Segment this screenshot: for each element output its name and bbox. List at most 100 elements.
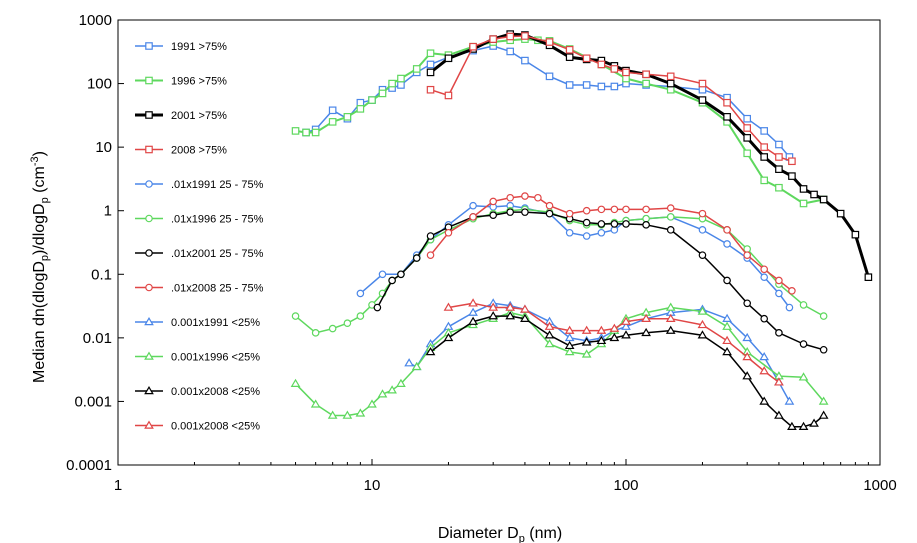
data-point: [291, 127, 300, 135]
data-point: [397, 270, 405, 279]
data-point: [642, 214, 650, 223]
data-point: [784, 396, 795, 405]
axis-ticks: 1 10 100 1000 0.0001 0.001 0.01 0.1 1 10 100 1000: [66, 12, 897, 494]
series-5: [356, 201, 794, 312]
data-point: [774, 377, 784, 386]
data-point: [760, 273, 768, 281]
data-point: [489, 197, 497, 206]
series-7: [373, 208, 828, 354]
data-point: [818, 410, 829, 419]
data-point: [342, 410, 353, 419]
data-point: [760, 143, 768, 151]
data-point: [609, 323, 620, 332]
data-point: [698, 79, 707, 88]
data-point: [759, 352, 770, 361]
data-point: [426, 60, 435, 69]
data-point: [520, 313, 530, 322]
data-point: [798, 372, 809, 381]
data-point: [723, 276, 731, 285]
data-point: [722, 346, 732, 356]
data-point: [373, 303, 382, 312]
series-9: [404, 298, 795, 405]
data-point: [642, 70, 650, 79]
data-point: [544, 321, 555, 330]
data-point: [697, 319, 708, 329]
data-point: [564, 332, 575, 342]
series-8: [426, 192, 796, 295]
y-tick-label: 1: [104, 203, 112, 220]
legend-swatch-marker: [145, 214, 153, 223]
data-point: [488, 302, 499, 311]
legend-label: .01x2008 25 - 75%: [171, 283, 264, 295]
data-point: [775, 165, 783, 173]
legend-swatch-marker: [145, 180, 153, 188]
data-point: [799, 301, 808, 309]
data-point: [388, 276, 396, 285]
series-6: [291, 205, 828, 337]
y-tick-label: 0.001: [74, 393, 112, 410]
legend-label: 0.001x1996 <25%: [171, 352, 260, 364]
legend-label: 2001 >75%: [171, 110, 227, 122]
data-point: [775, 183, 783, 192]
data-point: [328, 324, 337, 333]
data-point: [723, 98, 731, 107]
data-point: [367, 399, 377, 408]
legend-swatch-marker: [145, 249, 153, 257]
data-point: [666, 204, 675, 212]
y-tick-label: 0.01: [83, 330, 112, 347]
data-point: [521, 192, 529, 200]
data-point: [836, 209, 845, 218]
data-point: [564, 340, 575, 350]
data-point: [742, 352, 753, 361]
data-point: [788, 286, 796, 295]
data-point: [545, 201, 554, 210]
legend-swatch-marker: [144, 317, 154, 326]
legend-label: .01x2001 25 - 75%: [171, 248, 264, 260]
data-point: [444, 54, 453, 63]
x-tick-label: 100: [613, 477, 638, 494]
data-point: [723, 113, 731, 121]
data-point: [311, 329, 320, 337]
data-point: [412, 254, 421, 262]
data-point: [582, 218, 591, 227]
data-point: [582, 206, 591, 215]
data-point: [426, 251, 435, 259]
legend-label: 1991 >75%: [171, 41, 227, 53]
legend-swatch-marker: [145, 111, 153, 119]
legend-item: .01x1991 25 - 75%: [135, 179, 264, 191]
legend-label: .01x1996 25 - 75%: [171, 214, 264, 226]
legend-item: .01x2001 25 - 75%: [135, 248, 264, 260]
series-line: [305, 45, 790, 158]
data-point: [444, 228, 453, 237]
data-point: [469, 201, 477, 210]
data-point: [581, 337, 592, 346]
data-point: [488, 311, 499, 320]
data-point: [775, 289, 783, 298]
data-point: [642, 79, 650, 88]
data-point: [722, 335, 732, 345]
series-line: [430, 35, 793, 162]
data-point: [698, 251, 707, 259]
data-point: [469, 213, 477, 221]
data-point: [774, 410, 784, 419]
plot-border: [117, 19, 881, 466]
data-point: [775, 276, 783, 285]
series-10: [290, 302, 829, 419]
data-point: [343, 319, 352, 328]
data-point: [544, 330, 555, 339]
data-point: [641, 327, 651, 337]
data-point: [388, 79, 396, 88]
legend-item: 1996 >75%: [135, 76, 227, 88]
legend-item: 0.001x2008 <25%: [135, 421, 260, 433]
data-point: [506, 193, 514, 202]
data-point: [596, 325, 607, 334]
data-point: [343, 113, 352, 121]
data-point: [760, 314, 768, 323]
data-point: [760, 176, 768, 185]
data-point: [302, 128, 310, 137]
data-point: [818, 396, 829, 405]
data-point: [311, 128, 320, 137]
data-point: [356, 312, 365, 320]
data-point: [722, 321, 732, 330]
data-point: [396, 378, 406, 387]
